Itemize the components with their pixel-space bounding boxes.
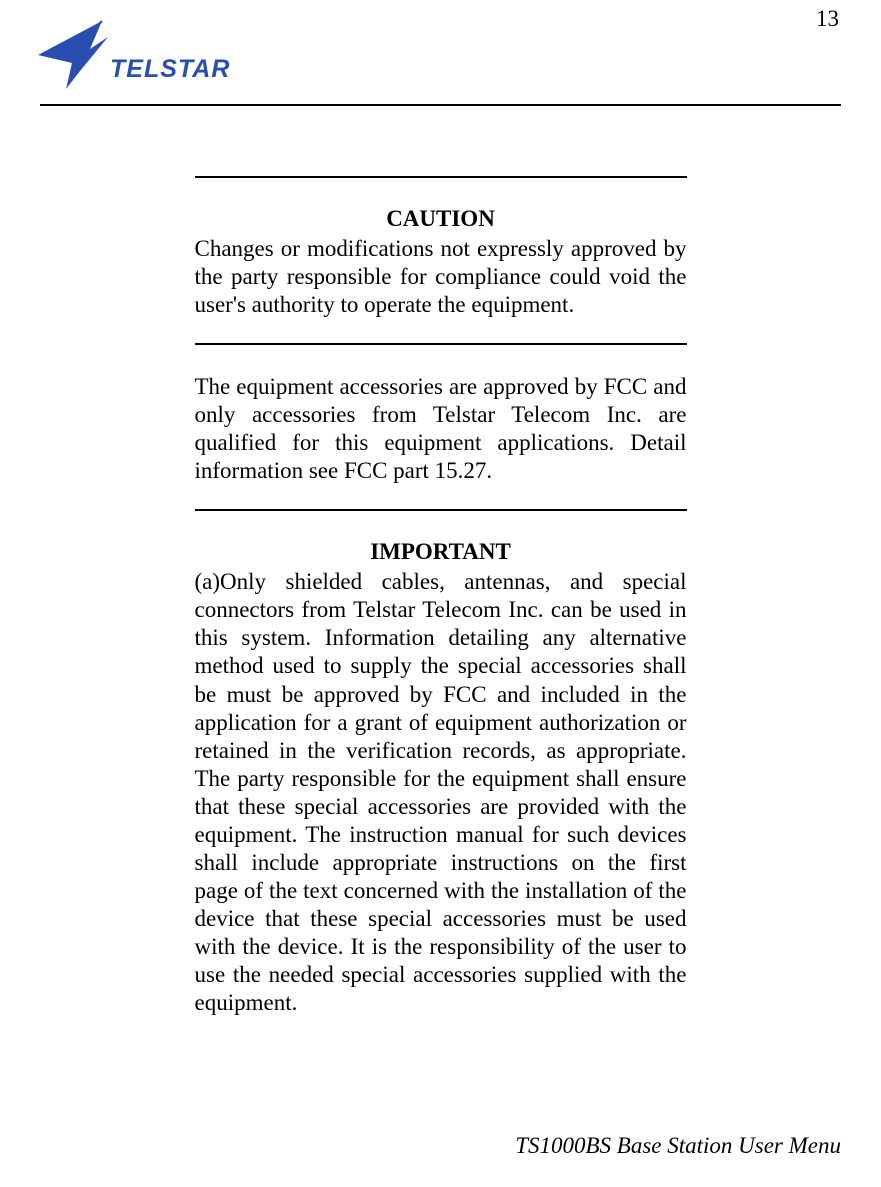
fcc-note-text: The equipment accessories are approved b… bbox=[195, 373, 687, 485]
page-number: 13 bbox=[816, 6, 839, 32]
section-divider bbox=[195, 343, 687, 345]
page-header: TELSTAR 13 bbox=[40, 10, 841, 102]
document-page: TELSTAR 13 CAUTION Changes or modificati… bbox=[0, 0, 881, 1187]
content-column: CAUTION Changes or modifications not exp… bbox=[195, 176, 687, 1017]
caution-heading: CAUTION bbox=[195, 206, 687, 232]
important-text: (a)Only shielded cables, antennas, and s… bbox=[195, 568, 687, 1017]
section-divider bbox=[195, 176, 687, 178]
caution-text: Changes or modifications not expressly a… bbox=[195, 235, 687, 319]
page-footer: TS1000BS Base Station User Menu bbox=[515, 1133, 841, 1159]
caution-section: CAUTION Changes or modifications not exp… bbox=[195, 176, 687, 345]
fcc-note-section: The equipment accessories are approved b… bbox=[195, 373, 687, 485]
header-divider bbox=[40, 104, 841, 106]
logo-text: TELSTAR bbox=[110, 55, 230, 83]
important-section: IMPORTANT (a)Only shielded cables, anten… bbox=[195, 539, 687, 1017]
section-divider bbox=[195, 509, 687, 511]
telstar-logo: TELSTAR bbox=[32, 15, 232, 93]
telstar-logo-icon: TELSTAR bbox=[32, 15, 232, 93]
important-heading: IMPORTANT bbox=[195, 539, 687, 565]
